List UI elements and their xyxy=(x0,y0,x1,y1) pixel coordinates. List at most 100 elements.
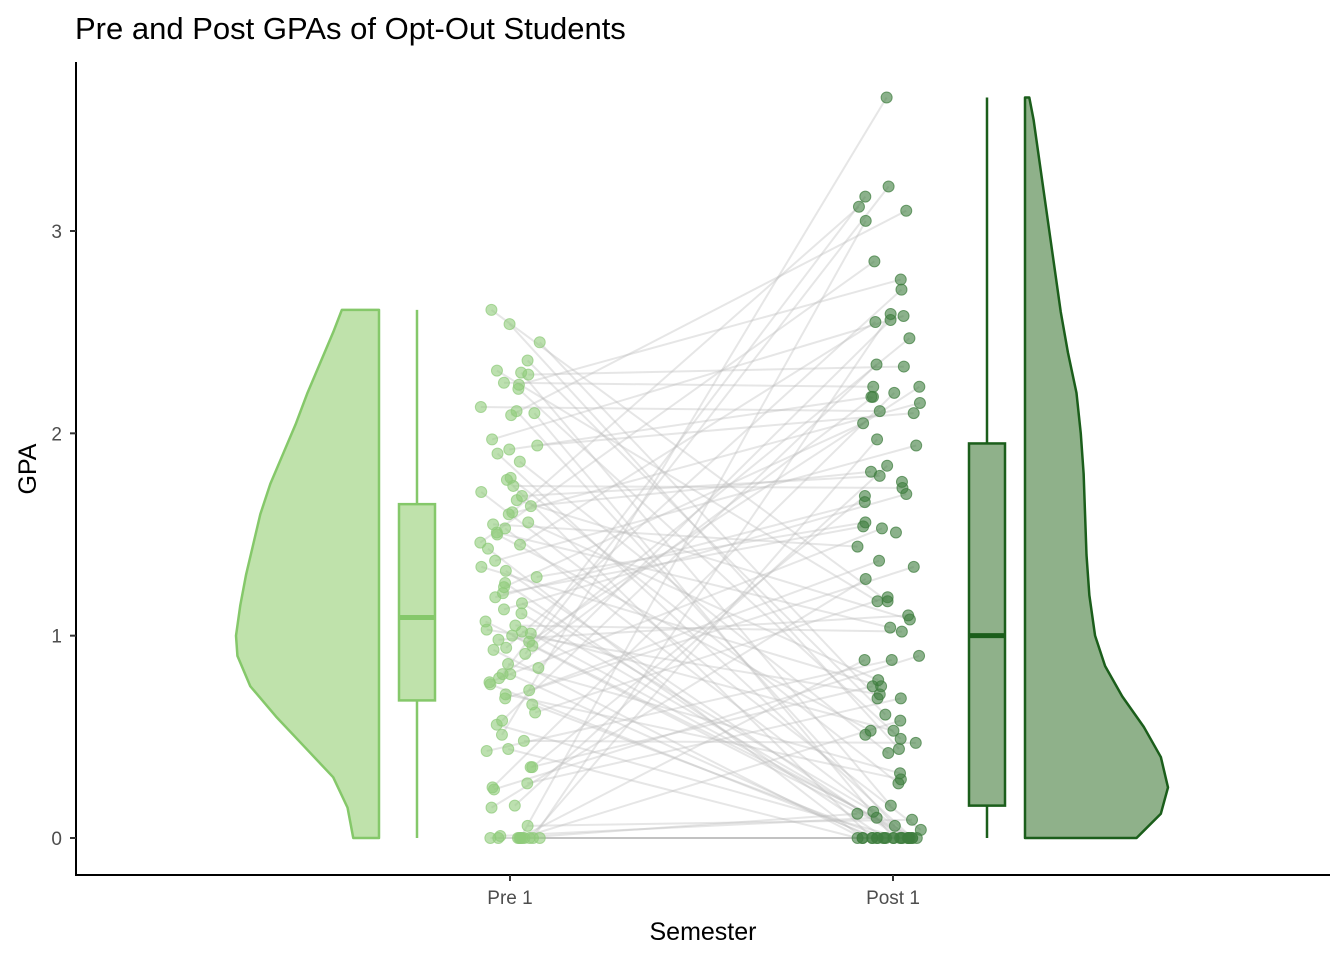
pair-line xyxy=(494,501,866,599)
post-data-point xyxy=(894,767,907,780)
pair-line xyxy=(490,309,889,603)
pair-line xyxy=(493,523,858,548)
pair-line xyxy=(501,195,867,675)
post-data-point xyxy=(869,316,882,329)
post-data-point xyxy=(871,832,884,844)
pair-line xyxy=(519,321,876,546)
pre-data-point xyxy=(475,560,488,573)
pair-line xyxy=(479,260,875,544)
pair-line xyxy=(507,663,901,775)
pair-line xyxy=(536,521,866,578)
pair-line xyxy=(530,470,872,508)
pair-line xyxy=(509,673,873,839)
post-data-point xyxy=(894,732,907,745)
pair-line xyxy=(486,658,892,752)
pre-data-point xyxy=(485,303,498,316)
pre-data-point xyxy=(514,538,527,551)
pair-line xyxy=(489,527,883,684)
post-data-point xyxy=(902,609,915,622)
pre-data-point xyxy=(474,401,487,414)
pre-data-point xyxy=(512,378,525,391)
pair-line xyxy=(511,205,860,513)
pre-data-point xyxy=(475,486,488,499)
post-data-point xyxy=(895,625,908,638)
pre-data-point xyxy=(524,500,537,513)
post-data-point xyxy=(858,490,871,503)
post-data-point xyxy=(858,653,871,666)
pair-line xyxy=(517,812,858,839)
pair-line xyxy=(528,365,904,376)
pre-data-point xyxy=(518,832,531,844)
pre-data-point xyxy=(474,536,487,549)
pair-line xyxy=(496,452,913,839)
post-data-point xyxy=(871,433,884,446)
pre-data-point xyxy=(502,742,515,755)
pair-line xyxy=(516,499,911,621)
pre-data-point xyxy=(531,439,544,452)
pair-line xyxy=(504,527,911,839)
post-data-point xyxy=(867,380,880,393)
pair-line xyxy=(494,444,917,562)
pair-line xyxy=(491,315,904,441)
pre-data-point xyxy=(515,607,528,620)
pair-line xyxy=(538,341,879,700)
pre-data-point xyxy=(504,471,517,484)
post-data-point xyxy=(882,180,895,193)
pre-data-point xyxy=(494,829,507,842)
pre-data-point xyxy=(509,619,522,632)
pre-data-point xyxy=(521,819,534,832)
pre-data-point xyxy=(532,662,545,675)
post-violin xyxy=(1023,96,1170,840)
pre-data-point xyxy=(503,318,516,331)
pair-line xyxy=(531,337,911,647)
pre-data-point xyxy=(517,734,530,747)
post-data-point xyxy=(851,807,864,820)
post-data-point xyxy=(851,832,864,844)
y-tick-label: 0 xyxy=(51,829,62,850)
post-data-point xyxy=(913,396,926,409)
pair-line xyxy=(524,185,890,655)
pre-boxplot-box xyxy=(397,502,437,702)
pair-line xyxy=(496,531,891,629)
pre-data-point xyxy=(508,799,521,812)
pair-line xyxy=(521,474,880,498)
y-tick-label: 3 xyxy=(51,222,62,243)
post-data-point xyxy=(852,200,865,213)
pair-line xyxy=(503,422,864,589)
pair-line xyxy=(498,614,909,641)
pair-line xyxy=(506,479,873,839)
post-data-point xyxy=(894,692,907,705)
pre-data-point xyxy=(487,518,500,531)
post-data-point xyxy=(913,380,926,393)
pre-data-point xyxy=(487,643,500,656)
pre-data-point xyxy=(495,728,508,741)
post-data-point xyxy=(872,674,885,687)
post-data-point xyxy=(889,526,902,539)
pre-data-point xyxy=(499,577,512,590)
post-data-point xyxy=(903,332,916,345)
pair-line xyxy=(501,96,888,736)
pair-line xyxy=(519,460,889,754)
post-data-point xyxy=(913,649,926,662)
pre-data-point xyxy=(496,714,509,727)
pre-data-point xyxy=(492,633,505,646)
post-data-point xyxy=(901,832,914,844)
pair-line xyxy=(480,406,880,413)
pair-line xyxy=(505,288,903,649)
pair-line xyxy=(517,388,902,740)
pair-line xyxy=(498,396,874,679)
pre-data-point xyxy=(504,668,517,681)
pre-data-point xyxy=(533,336,546,349)
pair-line xyxy=(518,278,902,386)
post-data-point xyxy=(909,736,922,749)
pair-line xyxy=(530,632,913,839)
post-data-point xyxy=(884,621,897,634)
post-data-point xyxy=(851,540,864,553)
post-data-point xyxy=(864,465,877,478)
pair-line xyxy=(505,693,902,781)
pair-line xyxy=(526,359,887,716)
pair-line xyxy=(491,392,895,789)
pair-line xyxy=(521,602,874,813)
